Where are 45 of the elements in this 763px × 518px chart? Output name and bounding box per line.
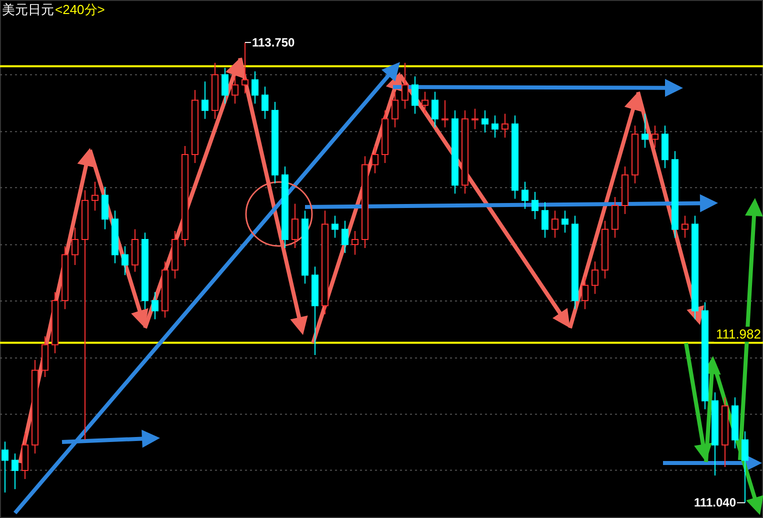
candlestick: [222, 67, 228, 104]
candlestick: [252, 70, 258, 104]
candlestick: [392, 91, 398, 128]
candlestick: [472, 108, 478, 130]
ref-line-label: 111.982: [716, 326, 761, 342]
candlestick: [542, 202, 548, 238]
annotation: 111.040: [694, 496, 736, 510]
candlestick: [262, 86, 268, 120]
candlestick: [742, 430, 748, 504]
candlestick: [582, 276, 588, 310]
candlestick: [92, 181, 98, 212]
candlestick: [442, 100, 448, 128]
candlestick: [652, 125, 658, 148]
candlestick: [72, 227, 78, 266]
candlestick: [332, 215, 338, 238]
candlestick: [232, 76, 238, 104]
candlestick: [2, 441, 8, 494]
candlestick: [372, 146, 378, 174]
chart-title: 美元日元: [2, 2, 54, 17]
candlestick: [342, 220, 348, 254]
chart-subtitle: <240分>: [55, 2, 105, 17]
candlestick: [502, 113, 508, 138]
candlestick: [422, 91, 428, 114]
candlestick: [682, 215, 688, 238]
candlestick: [12, 452, 18, 490]
candlestick: [352, 230, 358, 256]
candlestick: [102, 186, 108, 230]
candlestick: [492, 114, 498, 138]
candlestick: [482, 110, 488, 133]
candlestick: [642, 113, 648, 148]
candlestick: [562, 210, 568, 234]
candlestick: [522, 181, 528, 210]
candlestick: [432, 91, 438, 128]
candlestick: [202, 81, 208, 120]
candlestick: [292, 203, 298, 248]
candlestick: [552, 210, 558, 238]
candlestick: [412, 76, 418, 114]
candlestick: [612, 196, 618, 238]
candlestick: [122, 246, 128, 276]
candlestick: [592, 261, 598, 294]
candlestick: [152, 292, 158, 320]
candlestick: [402, 62, 408, 110]
candlestick: [532, 191, 538, 220]
candlestick: [242, 42, 248, 94]
annotation: 113.750: [252, 35, 296, 50]
